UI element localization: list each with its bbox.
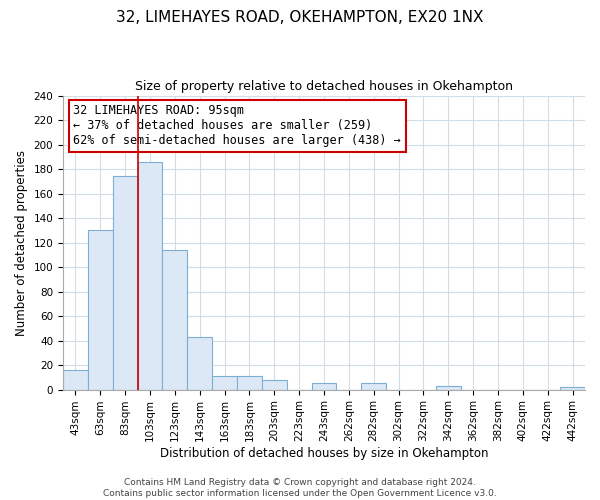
Text: Contains HM Land Registry data © Crown copyright and database right 2024.
Contai: Contains HM Land Registry data © Crown c… bbox=[103, 478, 497, 498]
Bar bbox=[88, 230, 113, 390]
Bar bbox=[560, 387, 585, 390]
Bar bbox=[212, 376, 237, 390]
Bar bbox=[163, 250, 187, 390]
Bar bbox=[436, 386, 461, 390]
X-axis label: Distribution of detached houses by size in Okehampton: Distribution of detached houses by size … bbox=[160, 447, 488, 460]
Bar bbox=[262, 380, 287, 390]
Bar bbox=[113, 176, 137, 390]
Title: Size of property relative to detached houses in Okehampton: Size of property relative to detached ho… bbox=[135, 80, 513, 93]
Bar bbox=[137, 162, 163, 390]
Bar bbox=[237, 376, 262, 390]
Y-axis label: Number of detached properties: Number of detached properties bbox=[15, 150, 28, 336]
Bar bbox=[361, 384, 386, 390]
Bar bbox=[187, 337, 212, 390]
Bar bbox=[311, 384, 337, 390]
Bar bbox=[63, 370, 88, 390]
Text: 32, LIMEHAYES ROAD, OKEHAMPTON, EX20 1NX: 32, LIMEHAYES ROAD, OKEHAMPTON, EX20 1NX bbox=[116, 10, 484, 25]
Text: 32 LIMEHAYES ROAD: 95sqm
← 37% of detached houses are smaller (259)
62% of semi-: 32 LIMEHAYES ROAD: 95sqm ← 37% of detach… bbox=[73, 104, 401, 148]
